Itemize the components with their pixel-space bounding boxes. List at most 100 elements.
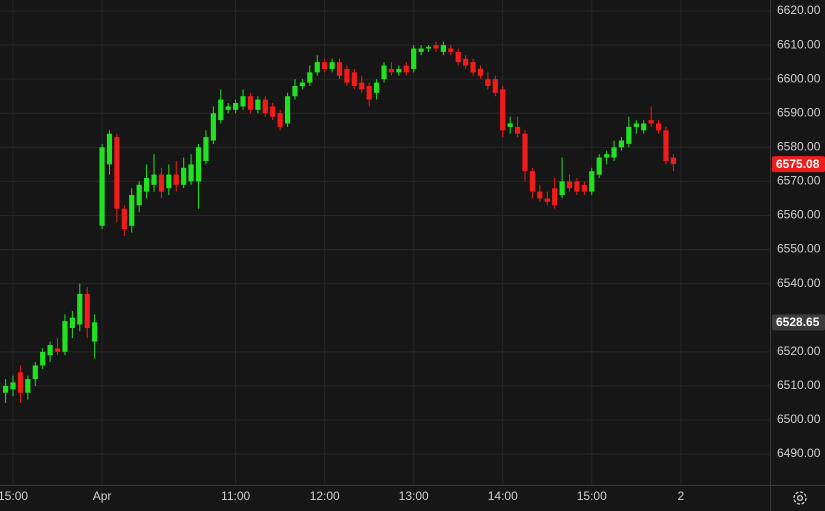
candle-body (388, 68, 395, 73)
candle-body (32, 365, 38, 380)
candle-body (574, 181, 580, 192)
candle-body (270, 106, 276, 117)
x-tick-label: 14:00 (488, 489, 518, 503)
candle-body (381, 65, 387, 80)
candle-body (40, 351, 46, 366)
candle-body (143, 178, 150, 192)
candle-body (425, 46, 432, 49)
candle-body (314, 62, 320, 73)
x-tick-label: Apr (93, 489, 112, 503)
candle-body (292, 85, 298, 97)
y-tick-label: 6540.00 (777, 276, 821, 290)
y-tick-label: 6560.00 (777, 208, 821, 222)
candle-body (448, 48, 454, 52)
candle-body (396, 68, 402, 73)
y-tick-label: 6490.00 (777, 446, 821, 460)
candle-body (507, 123, 513, 127)
candle-body (418, 48, 424, 52)
price-label-box (772, 156, 825, 173)
gear-center (796, 494, 804, 502)
candle-body (655, 123, 662, 131)
candle-body (322, 62, 328, 69)
candle-body (566, 181, 573, 189)
candle-body (596, 157, 602, 175)
y-tick-label: 6600.00 (777, 71, 821, 85)
candle-body (477, 68, 484, 76)
candle-body (233, 103, 239, 110)
candle-body (559, 181, 565, 196)
y-tick-label: 6520.00 (777, 344, 821, 358)
candle-body (92, 322, 98, 342)
x-tick-label: 2 (677, 489, 684, 503)
candle-body (17, 372, 24, 393)
candle-body (129, 195, 135, 226)
candle-body (277, 113, 283, 127)
candle-body (581, 184, 587, 192)
gear-teeth (793, 491, 807, 505)
candle-body (99, 147, 105, 226)
x-tick-label: 15:00 (577, 489, 607, 503)
candle-body (611, 147, 617, 158)
candle-body (25, 379, 31, 393)
candle-body (173, 174, 179, 185)
candle-body (210, 113, 216, 141)
candle-body (529, 171, 536, 192)
y-tick-label: 6550.00 (777, 242, 821, 256)
candle-body (403, 65, 409, 73)
candle-body (240, 96, 246, 107)
y-tick-label: 6580.00 (777, 140, 821, 154)
candle-body (641, 123, 647, 131)
candle-body (492, 79, 498, 93)
x-tick-label: 13:00 (399, 489, 429, 503)
candle-body (181, 167, 187, 185)
candle-body (440, 45, 446, 52)
candle-body (69, 317, 75, 328)
candle-body (77, 293, 83, 325)
candle-body (195, 147, 202, 182)
candle-body (151, 174, 157, 185)
candle-body (166, 174, 172, 189)
price-label: 6528.65 (776, 315, 820, 329)
candle-body (544, 198, 550, 202)
candle-body (359, 82, 365, 90)
candle-body (62, 321, 68, 352)
candle-body (84, 293, 90, 328)
price-label-box (772, 314, 825, 331)
candle-body (552, 188, 558, 206)
candle-body (366, 85, 372, 100)
y-tick-label: 6500.00 (777, 412, 821, 426)
candle-body (604, 154, 610, 158)
candle-body (329, 62, 335, 69)
candle-body (648, 120, 654, 124)
price-label: 6575.08 (776, 157, 820, 171)
candle-body (351, 72, 357, 86)
y-tick-label: 6570.00 (777, 174, 821, 188)
candle-body (158, 174, 165, 192)
y-tick-label: 6620.00 (777, 3, 821, 17)
candle-body (10, 382, 16, 390)
candle-body (3, 385, 9, 393)
candle-body (203, 137, 209, 161)
candle-body (374, 82, 380, 93)
candle-body (663, 130, 669, 161)
candle-body (47, 344, 53, 356)
candle-body (299, 82, 305, 86)
candle-body (433, 45, 439, 49)
x-tick-label: 15:00 (0, 489, 28, 503)
candle-body (218, 99, 224, 121)
candle-body (136, 184, 142, 206)
candle-body (336, 62, 343, 76)
candle-body (463, 58, 469, 66)
candle-body (455, 51, 461, 63)
candle-body (106, 133, 113, 165)
candle-body (255, 99, 261, 110)
y-tick-label: 6510.00 (777, 378, 821, 392)
y-tick-label: 6590.00 (777, 105, 821, 119)
candle-body (262, 99, 268, 114)
settings-icon[interactable] (793, 491, 807, 505)
candle-body (633, 123, 639, 127)
candle-body (522, 133, 528, 172)
